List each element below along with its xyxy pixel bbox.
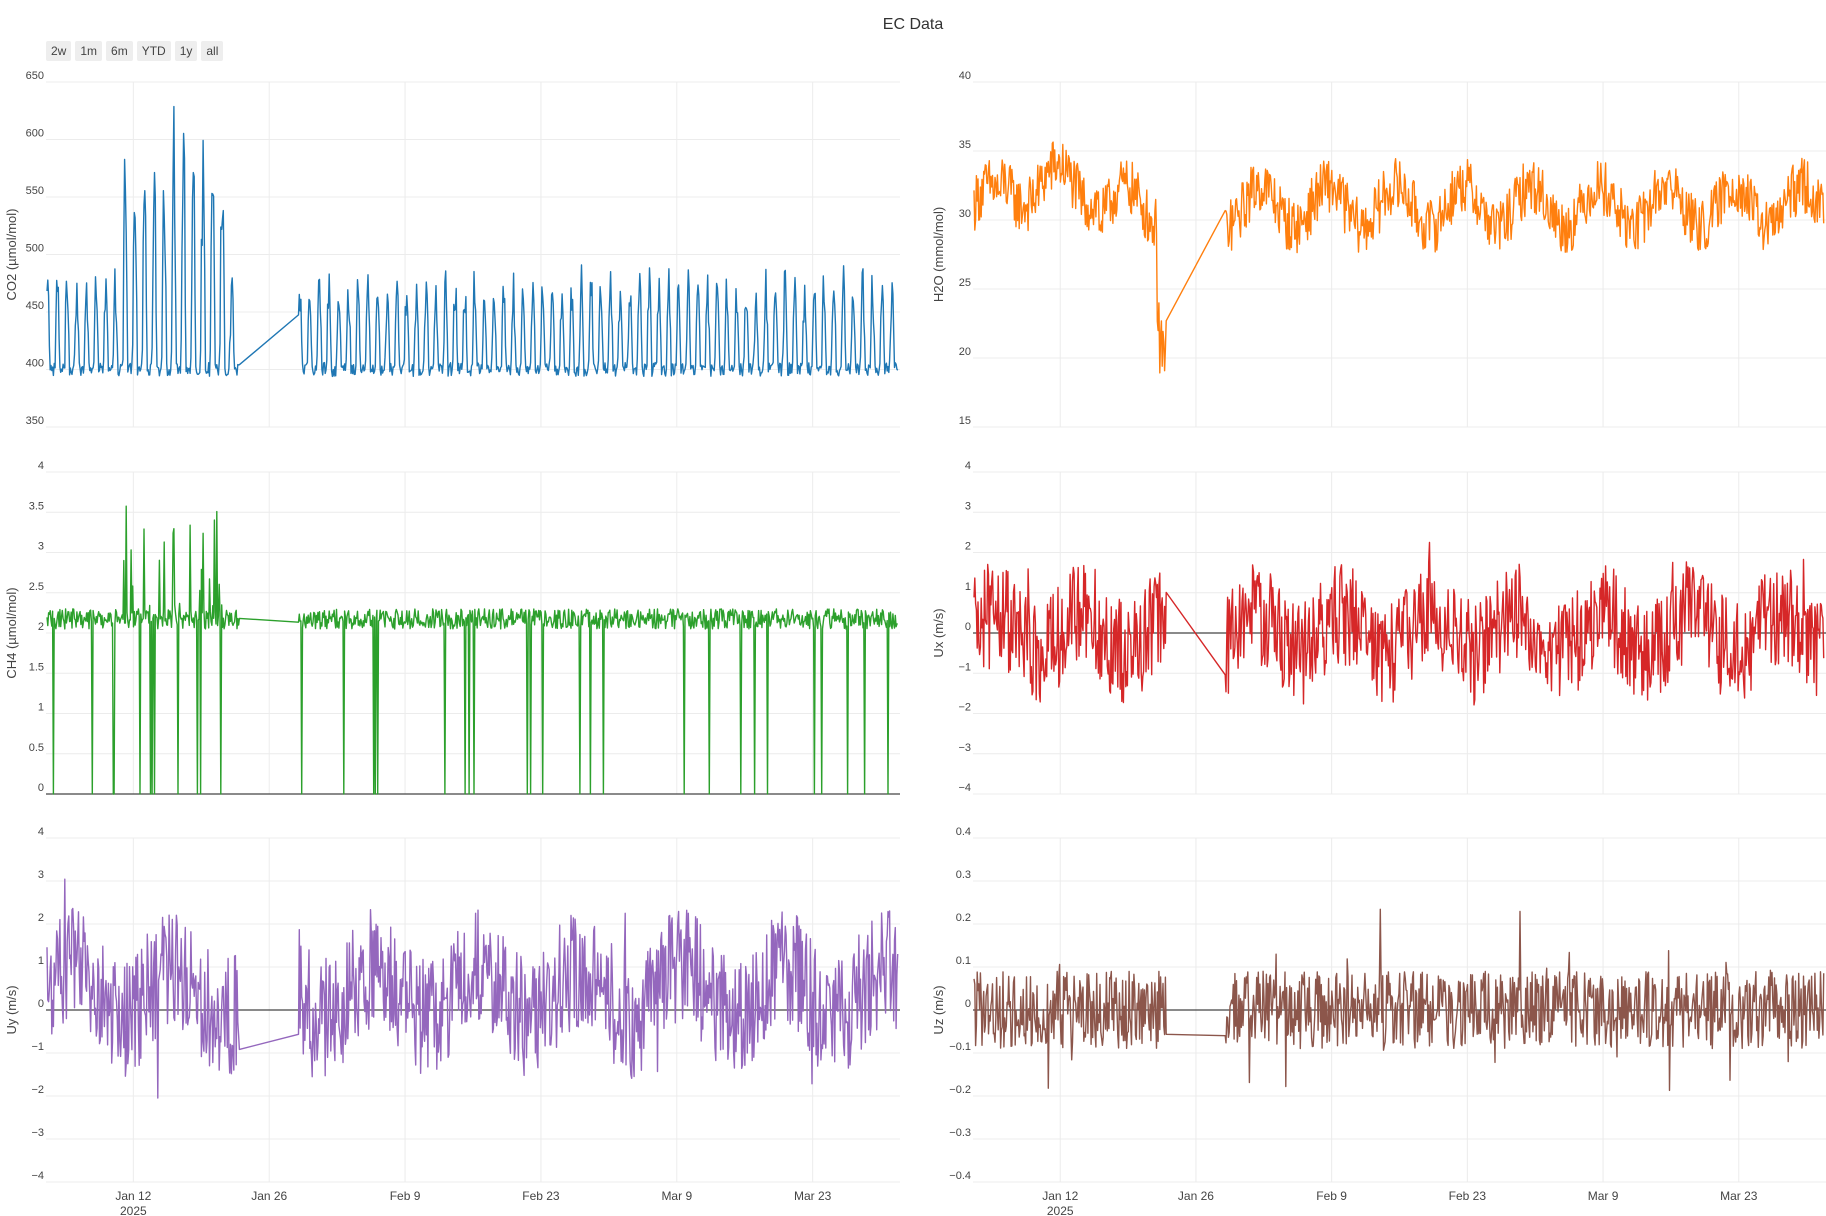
y-axis-label: H2O (mmol/mol) [931, 207, 946, 302]
y-tick-label: −1 [31, 1041, 44, 1053]
y-tick-label: 0.5 [29, 742, 44, 754]
y-tick-label: 0.1 [956, 955, 971, 967]
y-tick-label: −0.2 [949, 1084, 971, 1096]
y-tick-label: 20 [959, 346, 971, 358]
panel-6: −0.4 −0.3 −0.2 −0.1 0 0.1 0.2 0.3 0.4 Uz (m/s) Jan… [931, 826, 1826, 1216]
x-tick-label: Mar 9 [1588, 1189, 1619, 1203]
y-tick-label: 2.5 [29, 581, 44, 593]
panel-1: 350 400 450 500 550 600 650 CO2 (µmol/mol) [4, 70, 900, 428]
x-tick-label: Mar 23 [1720, 1189, 1758, 1203]
series-line [973, 141, 1825, 374]
y-tick-label: 1 [38, 702, 44, 714]
y-tick-label: 1 [965, 581, 971, 593]
y-tick-label: 2 [38, 621, 44, 633]
y-tick-label: −0.3 [949, 1127, 971, 1139]
y-tick-label: 30 [959, 208, 971, 220]
x-tick-label: Feb 23 [1449, 1189, 1487, 1203]
y-tick-label: 25 [959, 277, 971, 289]
y-tick-label: 4 [38, 460, 44, 472]
y-tick-label: −1 [958, 661, 971, 673]
range-selector: 2w 1m 6m YTD 1y all [46, 41, 224, 61]
y-tick-label: −3 [958, 742, 971, 754]
y-tick-label: 400 [26, 358, 44, 370]
y-tick-label: −2 [958, 702, 971, 714]
y-tick-label: 450 [26, 300, 44, 312]
y-tick-label: 1.5 [29, 661, 44, 673]
y-tick-label: 650 [26, 70, 44, 82]
y-tick-label: 550 [26, 185, 44, 197]
y-tick-label: 600 [26, 128, 44, 140]
y-tick-label: −0.4 [949, 1170, 971, 1182]
x-tick-label: Jan 12 [1042, 1189, 1078, 1203]
series-line [46, 878, 899, 1099]
series-line [46, 505, 898, 795]
panel-3: 0 0.5 1 1.5 2 2.5 3 3.5 4 CH4 (µmol/mol) [4, 460, 900, 795]
x-year-label: 2025 [1047, 1204, 1074, 1216]
y-tick-label: −4 [958, 782, 971, 794]
x-tick-label: Feb 23 [522, 1189, 560, 1203]
x-tick-label: Feb 9 [1316, 1189, 1347, 1203]
y-tick-label: 4 [38, 826, 44, 838]
panel-4: −4 −3 −2 −1 0 1 2 3 4 Ux (m/s) [931, 460, 1826, 795]
x-tick-label: Jan 26 [1178, 1189, 1214, 1203]
panel-2: 15 20 25 30 35 40 H2O (mmol/mol) [931, 70, 1826, 428]
y-tick-label: 0.2 [956, 912, 971, 924]
y-tick-label: −3 [31, 1127, 44, 1139]
x-tick-label: Feb 9 [390, 1189, 421, 1203]
series-line [46, 105, 899, 378]
y-tick-label: 0.3 [956, 869, 971, 881]
x-tick-label: Jan 12 [115, 1189, 151, 1203]
range-button-1y[interactable]: 1y [174, 41, 198, 61]
y-tick-label: 40 [959, 70, 971, 82]
x-tick-label: Jan 26 [251, 1189, 287, 1203]
y-tick-label: 500 [26, 243, 44, 255]
y-axis-label: CO2 (µmol/mol) [4, 209, 19, 301]
y-tick-label: 4 [965, 460, 971, 472]
y-axis-label: Uz (m/s) [931, 985, 946, 1034]
y-tick-label: 0 [38, 998, 44, 1010]
y-tick-label: −4 [31, 1170, 44, 1182]
y-tick-label: −2 [31, 1084, 44, 1096]
series-line [973, 908, 1825, 1092]
range-button-6m[interactable]: 6m [106, 41, 133, 61]
y-tick-label: 3 [38, 869, 44, 881]
y-tick-label: 0 [965, 621, 971, 633]
range-button-2w[interactable]: 2w [46, 41, 72, 61]
chart-title: EC Data [882, 16, 944, 33]
y-axis-label: Uy (m/s) [4, 985, 19, 1034]
y-tick-label: 15 [959, 415, 971, 427]
x-year-label: 2025 [120, 1204, 147, 1216]
range-button-all[interactable]: all [201, 41, 224, 61]
range-button-ytd[interactable]: YTD [136, 41, 171, 61]
y-axis-label: Ux (m/s) [931, 608, 946, 657]
y-tick-label: 3 [965, 500, 971, 512]
y-tick-label: 3 [38, 541, 44, 553]
y-tick-label: 0 [965, 998, 971, 1010]
y-tick-label: 350 [26, 415, 44, 427]
y-tick-label: 3.5 [29, 500, 44, 512]
series-line [973, 541, 1825, 706]
y-tick-label: 1 [38, 955, 44, 967]
x-tick-label: Mar 9 [661, 1189, 692, 1203]
x-tick-label: Mar 23 [794, 1189, 832, 1203]
y-tick-label: 2 [965, 541, 971, 553]
y-axis-label: CH4 (µmol/mol) [4, 587, 19, 678]
y-tick-label: −0.1 [949, 1041, 971, 1053]
y-tick-label: 35 [959, 139, 971, 151]
range-button-1m[interactable]: 1m [75, 41, 103, 61]
y-tick-label: 0 [38, 782, 44, 794]
y-tick-label: 2 [38, 912, 44, 924]
y-tick-label: 0.4 [956, 826, 971, 838]
